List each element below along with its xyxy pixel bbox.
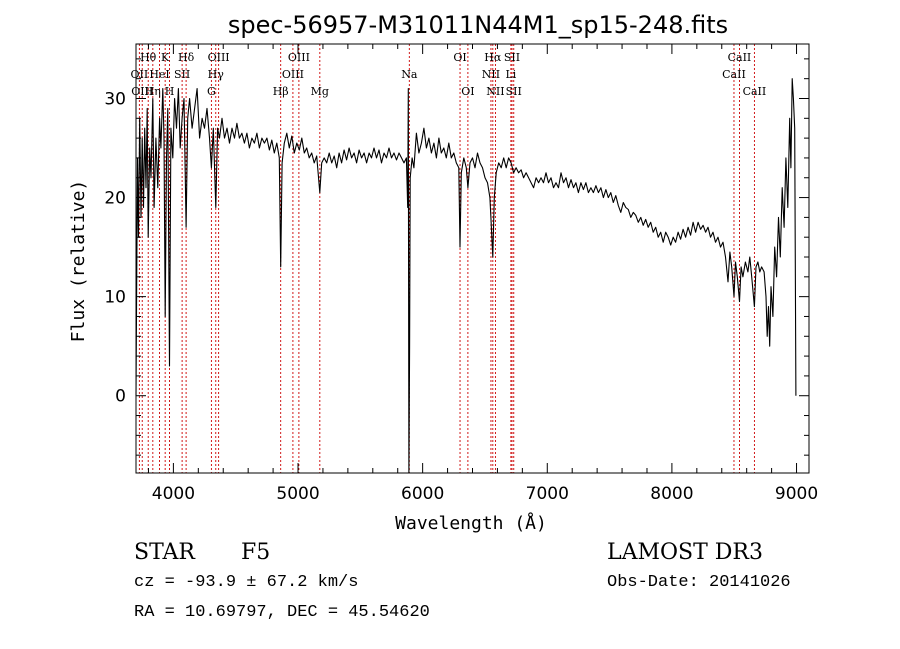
line-label-7: SII	[174, 68, 190, 81]
line-label-2: OIII	[131, 85, 153, 98]
line-label-19: Hα	[484, 51, 502, 64]
line-label-3: K	[161, 51, 170, 64]
line-label-16: Na	[401, 68, 418, 81]
line-label-22: SII	[504, 51, 520, 64]
axis-ticks: 4000 5000 6000 7000 8000 9000 0 10 20 30	[104, 44, 818, 504]
line-label-27: CaII	[743, 85, 767, 98]
line-label-6: H	[165, 85, 175, 98]
line-label-8: Hδ	[178, 51, 195, 64]
line-label-5: Hη	[145, 85, 161, 98]
line-label-4: HeI	[149, 68, 169, 81]
object-class: STAR	[134, 540, 195, 565]
x-axis-label: Wavelength (Å)	[395, 512, 547, 534]
line-label-0: Hθ	[140, 51, 157, 64]
line-label-24: SII	[506, 85, 522, 98]
spectrum-line	[135, 78, 797, 474]
coordinates: RA = 10.69797, DEC = 45.54620	[134, 603, 430, 622]
y-tick-label-3: 30	[104, 89, 126, 109]
survey-name: LAMOST DR3	[607, 540, 763, 565]
plot-frame	[135, 43, 810, 474]
y-tick-label-2: 20	[104, 189, 126, 209]
line-label-26: CaII	[722, 68, 746, 81]
y-tick-label-0: 0	[115, 387, 126, 407]
line-label-25: CaII	[728, 51, 752, 64]
object-subclass: F5	[241, 540, 271, 565]
line-label-10: Hγ	[208, 68, 225, 81]
line-label-20: NII	[482, 68, 500, 81]
x-tick-label-2: 6000	[401, 484, 444, 504]
line-label-12: OIII	[288, 51, 310, 64]
spectral-line-markers	[138, 44, 755, 473]
line-label-21: NII	[486, 85, 504, 98]
line-label-17: OI	[453, 51, 466, 64]
x-tick-label-1: 5000	[276, 484, 319, 504]
x-tick-label-5: 9000	[775, 484, 818, 504]
spectrum-series	[135, 78, 797, 474]
spectral-line-labels: Hθ OII OIII K HeI Hη H SII Hδ OIII Hγ G OIII OIII Hβ Mg…	[131, 51, 767, 98]
line-label-11: G	[207, 85, 216, 98]
line-label-1: OII	[131, 68, 149, 81]
redshift-value: cz = -93.9 ± 67.2 km/s	[134, 573, 359, 592]
x-tick-label-3: 7000	[526, 484, 569, 504]
line-label-23: Li	[505, 68, 516, 81]
x-tick-label-4: 8000	[650, 484, 693, 504]
chart-title: spec-56957-M31011N44M1_sp15-248.fits	[228, 11, 728, 39]
y-axis-label: Flux (relative)	[68, 180, 89, 343]
line-label-13: OIII	[282, 68, 304, 81]
line-label-18: OI	[461, 85, 474, 98]
y-tick-label-1: 10	[104, 288, 126, 308]
x-tick-label-0: 4000	[152, 484, 195, 504]
line-label-15: Mg	[311, 85, 329, 98]
obs-date: Obs-Date: 20141026	[607, 573, 791, 592]
line-label-14: Hβ	[273, 85, 289, 98]
line-label-9: OIII	[208, 51, 230, 64]
